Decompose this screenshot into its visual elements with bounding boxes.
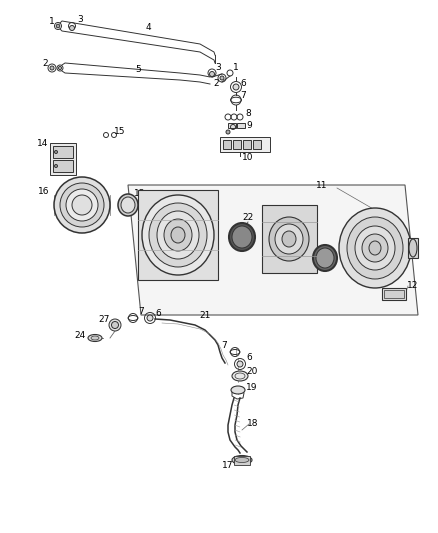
Bar bbox=[408, 238, 418, 258]
Bar bbox=[220, 137, 270, 152]
Text: 21: 21 bbox=[199, 311, 211, 320]
Text: 6: 6 bbox=[155, 309, 161, 318]
Text: 3: 3 bbox=[77, 14, 83, 23]
Text: 15: 15 bbox=[114, 126, 126, 135]
Ellipse shape bbox=[66, 189, 98, 221]
Ellipse shape bbox=[91, 336, 99, 340]
Text: 13: 13 bbox=[134, 190, 146, 198]
Ellipse shape bbox=[313, 245, 337, 271]
Ellipse shape bbox=[409, 239, 417, 257]
Circle shape bbox=[54, 165, 57, 167]
Text: 2: 2 bbox=[42, 59, 48, 68]
Circle shape bbox=[56, 24, 60, 28]
Ellipse shape bbox=[232, 226, 252, 248]
Bar bbox=[234, 456, 250, 465]
Text: 7: 7 bbox=[221, 342, 227, 351]
Text: 1: 1 bbox=[49, 17, 55, 26]
Circle shape bbox=[50, 66, 54, 70]
Text: 17: 17 bbox=[222, 462, 234, 471]
Circle shape bbox=[147, 315, 153, 321]
Text: 3: 3 bbox=[215, 63, 221, 72]
Bar bbox=[228, 123, 236, 128]
Ellipse shape bbox=[171, 227, 185, 243]
Bar bbox=[237, 123, 245, 128]
Ellipse shape bbox=[164, 219, 192, 251]
Text: 2: 2 bbox=[213, 78, 219, 87]
Circle shape bbox=[226, 130, 230, 134]
Bar bbox=[262, 205, 317, 273]
Text: 6: 6 bbox=[240, 79, 246, 88]
Text: 27: 27 bbox=[98, 316, 110, 325]
Text: 6: 6 bbox=[246, 353, 252, 362]
Text: 8: 8 bbox=[245, 109, 251, 118]
Text: 10: 10 bbox=[242, 154, 254, 163]
Ellipse shape bbox=[339, 208, 411, 288]
Ellipse shape bbox=[60, 183, 104, 227]
Bar bbox=[382, 288, 406, 300]
Circle shape bbox=[220, 76, 224, 80]
Text: 12: 12 bbox=[407, 280, 419, 289]
Ellipse shape bbox=[231, 386, 245, 394]
Circle shape bbox=[70, 26, 74, 30]
Circle shape bbox=[59, 67, 61, 69]
Text: 5: 5 bbox=[135, 66, 141, 75]
Ellipse shape bbox=[157, 211, 199, 259]
Text: 7: 7 bbox=[138, 306, 144, 316]
Bar bbox=[53, 160, 73, 172]
Text: 7: 7 bbox=[240, 92, 246, 101]
Bar bbox=[384, 290, 404, 298]
Bar bbox=[233, 140, 241, 149]
Bar bbox=[253, 140, 261, 149]
Ellipse shape bbox=[72, 195, 92, 215]
Text: 1: 1 bbox=[233, 63, 239, 72]
Text: 18: 18 bbox=[247, 418, 259, 427]
Circle shape bbox=[237, 361, 243, 367]
Ellipse shape bbox=[275, 224, 303, 254]
Ellipse shape bbox=[149, 203, 207, 267]
Circle shape bbox=[54, 150, 57, 154]
Ellipse shape bbox=[142, 195, 214, 275]
Text: 4: 4 bbox=[145, 22, 151, 31]
Ellipse shape bbox=[369, 241, 381, 255]
Circle shape bbox=[109, 319, 121, 331]
Ellipse shape bbox=[269, 217, 309, 261]
Ellipse shape bbox=[316, 248, 334, 268]
Text: 14: 14 bbox=[37, 139, 49, 148]
Bar bbox=[138, 190, 218, 280]
Text: 11: 11 bbox=[316, 181, 328, 190]
Ellipse shape bbox=[232, 371, 248, 381]
Bar bbox=[53, 146, 73, 158]
Ellipse shape bbox=[282, 231, 296, 247]
Text: 24: 24 bbox=[74, 330, 85, 340]
Ellipse shape bbox=[232, 456, 252, 464]
Ellipse shape bbox=[362, 234, 388, 262]
Ellipse shape bbox=[54, 177, 110, 233]
Ellipse shape bbox=[355, 226, 395, 270]
Text: 19: 19 bbox=[246, 383, 258, 392]
Bar bbox=[50, 143, 76, 175]
Ellipse shape bbox=[118, 194, 138, 216]
Ellipse shape bbox=[347, 217, 403, 279]
Bar bbox=[243, 140, 251, 149]
Text: 22: 22 bbox=[242, 214, 254, 222]
Ellipse shape bbox=[235, 457, 249, 463]
Ellipse shape bbox=[229, 223, 255, 251]
Text: 16: 16 bbox=[38, 187, 50, 196]
Text: 9: 9 bbox=[246, 122, 252, 131]
Circle shape bbox=[112, 321, 119, 328]
Ellipse shape bbox=[121, 197, 135, 213]
Text: 25: 25 bbox=[264, 262, 276, 271]
Bar bbox=[223, 140, 231, 149]
Circle shape bbox=[209, 71, 215, 77]
Polygon shape bbox=[128, 185, 418, 315]
Ellipse shape bbox=[88, 335, 102, 342]
Text: 20: 20 bbox=[246, 367, 258, 376]
Circle shape bbox=[233, 84, 239, 90]
